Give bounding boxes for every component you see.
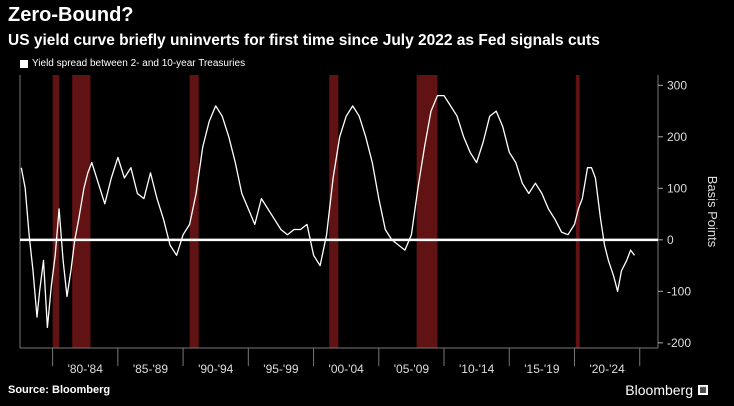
brand-mark: Bloomberg ▦ <box>625 382 708 398</box>
y-tick-label: 300 <box>667 78 687 92</box>
source-note: Source: Bloomberg <box>8 384 111 396</box>
recession-band <box>72 75 91 348</box>
page-subtitle: US yield curve briefly uninverts for fir… <box>8 32 600 49</box>
x-tick-label: '20-'24 <box>589 362 625 376</box>
x-tick-label: '15-'19 <box>524 362 560 376</box>
y-tick-label: 200 <box>667 130 687 144</box>
y-tick-label: 100 <box>667 181 687 195</box>
terminal-icon: ▦ <box>698 385 708 395</box>
x-tick-label: '95-'99 <box>263 362 299 376</box>
chart-legend: Yield spread between 2- and 10-year Trea… <box>20 58 245 69</box>
y-tick-label: 0 <box>667 233 674 247</box>
series-line <box>20 94 636 329</box>
recession-band <box>189 75 199 348</box>
y-tick-label: -100 <box>667 284 691 298</box>
legend-label: Yield spread between 2- and 10-year Trea… <box>32 58 246 69</box>
x-tick-label: '80-'84 <box>68 362 104 376</box>
recession-band <box>416 75 438 348</box>
recession-band <box>52 75 60 348</box>
x-tick-label: '00-'04 <box>329 362 365 376</box>
x-tick-label: '85-'89 <box>133 362 169 376</box>
x-tick-label: '10-'14 <box>459 362 495 376</box>
page-title: Zero-Bound? <box>8 4 134 26</box>
x-tick-label: '05-'09 <box>394 362 430 376</box>
brand-label: Bloomberg <box>625 382 693 398</box>
y-axis-title: Basis Points <box>705 176 720 248</box>
legend-swatch <box>20 59 28 68</box>
x-tick-label: '90-'94 <box>198 362 234 376</box>
y-tick-label: -200 <box>667 336 691 350</box>
recession-band <box>329 75 339 348</box>
